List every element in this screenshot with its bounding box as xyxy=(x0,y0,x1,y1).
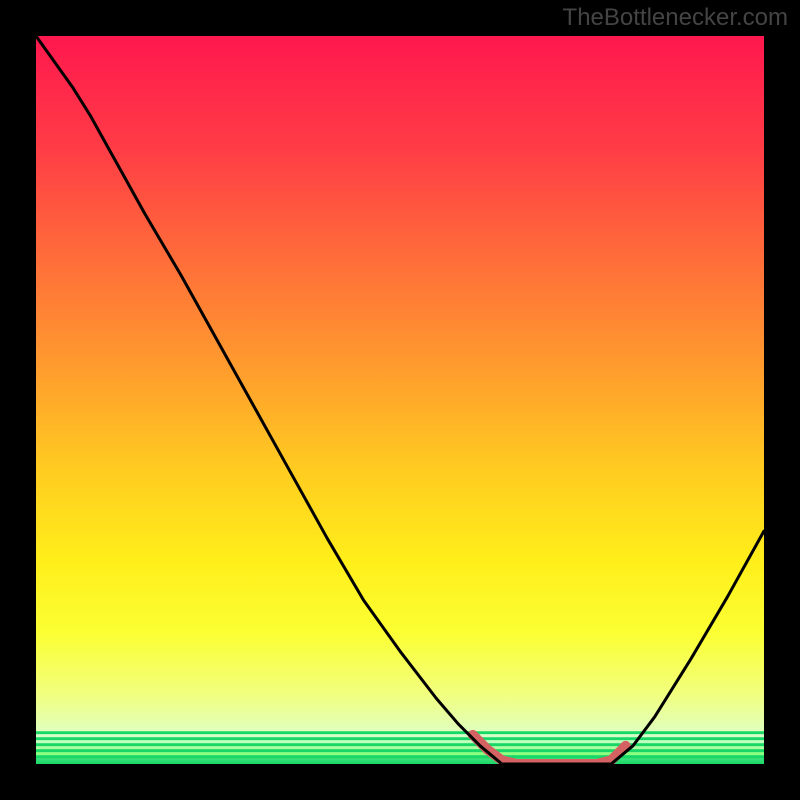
plot-border xyxy=(764,36,800,764)
gradient-background xyxy=(36,36,764,764)
plot-border xyxy=(0,36,36,764)
chart-frame: TheBottlenecker.com xyxy=(0,0,800,800)
watermark-text: TheBottlenecker.com xyxy=(563,4,788,32)
bottom-stripes xyxy=(36,731,764,758)
bottleneck-chart xyxy=(0,0,800,800)
plot-border xyxy=(0,764,800,800)
